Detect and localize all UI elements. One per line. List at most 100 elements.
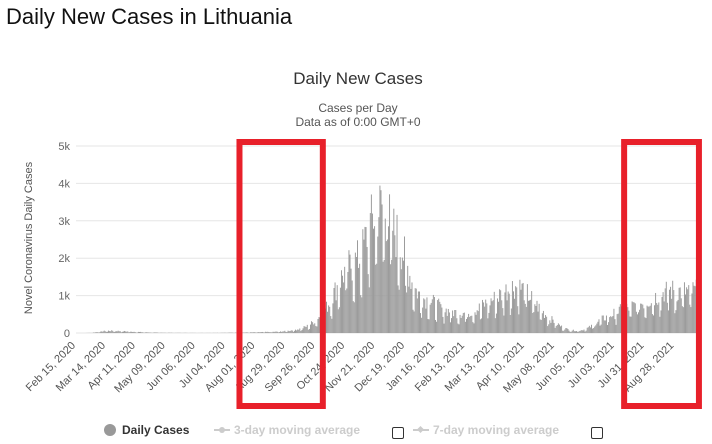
bar [388,226,389,333]
bar [654,305,656,333]
bar [650,303,652,333]
bar [359,263,361,333]
legend-item-daily-cases[interactable]: Daily Cases [104,423,189,437]
bar [446,315,448,333]
bar [447,308,449,333]
bar [308,328,310,333]
bar [264,332,266,333]
bar [643,308,645,333]
bar [670,286,672,333]
bar [553,322,555,333]
bar [389,194,391,333]
legend-item-7-day-average[interactable]: 7-day moving average [413,423,559,437]
legend-item-3-day-average[interactable]: 3-day moving average [214,423,360,437]
bar [333,288,335,333]
bar [97,332,99,333]
bar [589,327,591,333]
bar [366,246,368,333]
bar [383,259,385,333]
bar [565,328,567,333]
bar [603,320,605,333]
bar [443,323,445,333]
bar [394,235,396,333]
bar [444,312,446,333]
bar [286,332,288,333]
bar [467,317,469,333]
toggle-7-day-average-checkbox[interactable] [591,427,603,439]
bar [102,331,104,333]
legend-label-7-day-average: 7-day moving average [433,423,560,437]
bar [632,302,634,333]
bar [669,289,670,333]
bar [137,331,139,333]
bar [587,327,589,333]
legend-label-daily-cases: Daily Cases [122,423,190,437]
y-axis-ticks: 0 1k 2k 3k 4k 5k [58,141,70,340]
bar [477,311,479,333]
bar [357,240,358,333]
bar [472,322,474,333]
bar [516,287,518,333]
bar [455,310,457,333]
bar [611,317,613,333]
bar [139,331,140,333]
bar [339,287,341,333]
bar [448,312,450,333]
bar [689,304,691,333]
bar [115,331,117,333]
bar [267,331,269,333]
bar [262,332,264,333]
bar [276,331,278,333]
bar [471,315,473,333]
bar [424,299,426,333]
bar [533,312,535,333]
bar [273,331,275,333]
bar [354,252,356,333]
bar [502,308,504,333]
bar [578,331,580,333]
bar [245,332,247,333]
bar [552,319,554,333]
bar [519,279,521,333]
bar [280,331,282,333]
bar [498,301,500,333]
bar [585,330,587,333]
toggle-3-day-average-checkbox[interactable] [392,427,404,439]
bar [460,317,462,333]
bar [422,307,424,333]
bar [437,300,439,333]
bar [640,303,642,333]
bar [146,332,148,333]
bar [258,332,260,333]
bar [615,324,617,333]
bar [432,294,434,333]
bar [577,331,579,333]
bar [381,204,383,333]
bar [509,315,511,333]
bar [651,314,653,333]
bar [656,302,658,333]
bar [378,217,380,333]
bar [416,298,418,333]
bar [406,292,408,333]
bar [570,331,572,333]
bar [576,331,578,333]
bar [304,326,306,333]
bar [510,308,512,333]
bar [417,291,419,333]
bar [315,326,317,333]
bar [540,319,542,333]
bar [545,315,547,333]
bar [310,324,311,333]
bar [334,282,336,333]
bar [445,308,447,333]
bar [567,329,569,333]
bar [384,218,386,333]
bar [281,331,283,333]
bar [521,283,523,333]
bar [328,305,330,333]
bar [499,289,501,333]
bar [579,330,581,333]
y-tick-label: 2k [58,253,70,265]
bar [109,331,111,333]
